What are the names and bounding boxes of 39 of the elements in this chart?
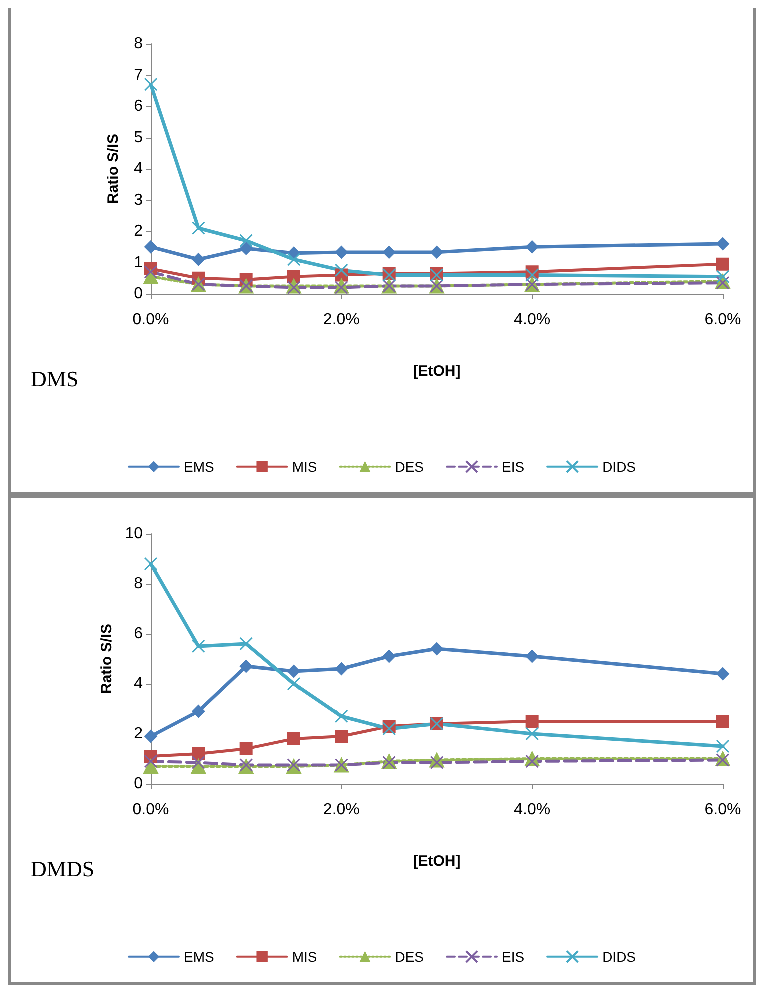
y-tick-label: 7	[134, 66, 144, 84]
y-tick-label: 5	[134, 129, 144, 146]
legend-label: DIDS	[602, 458, 636, 475]
legend-label: EMS	[184, 948, 214, 965]
legend-label: DES	[395, 458, 424, 475]
text: DMS	[31, 366, 79, 392]
legend-label: EIS	[502, 458, 525, 475]
x-tick-label: 2.0%	[323, 802, 360, 818]
y-tick-label: 8	[134, 36, 144, 52]
y-tick-label: 6	[134, 626, 144, 642]
text: DMDS	[31, 856, 95, 882]
legend-label: MIS	[292, 458, 318, 475]
y-tick-label: 0	[134, 286, 144, 302]
legend-label: MIS	[292, 948, 318, 965]
legend-label: DIDS	[602, 948, 636, 965]
x-tick-label: 6.0%	[704, 312, 742, 328]
legend-label: EIS	[502, 948, 525, 965]
x-tick-label: 6.0%	[704, 802, 742, 818]
y-tick-label: 3	[134, 192, 144, 209]
y-tick-label: 1	[134, 254, 144, 272]
y-tick-label: 6	[134, 98, 144, 115]
y-tick-label: 2	[134, 726, 144, 742]
x-tick-label: 0.0%	[132, 312, 170, 328]
y-tick-label: 10	[125, 526, 144, 542]
y-tick-label: 4	[134, 160, 144, 178]
x-tick-label: 4.0%	[514, 312, 551, 328]
y-tick-label: 4	[134, 676, 144, 692]
x-axis-title: [EtOH]	[413, 853, 461, 870]
y-tick-label: 8	[134, 576, 144, 592]
x-tick-label: 0.0%	[132, 802, 170, 818]
y-axis-title: Ratio S/IS	[105, 134, 122, 204]
y-tick-label: 2	[134, 223, 144, 240]
x-tick-label: 4.0%	[514, 802, 551, 818]
legend-label: DES	[395, 948, 424, 965]
y-tick-label: 0	[134, 776, 144, 792]
x-axis-title: [EtOH]	[413, 363, 461, 380]
legend-label: EMS	[184, 458, 214, 475]
x-tick-label: 2.0%	[323, 312, 360, 328]
y-axis-title: Ratio S/IS	[98, 624, 116, 694]
